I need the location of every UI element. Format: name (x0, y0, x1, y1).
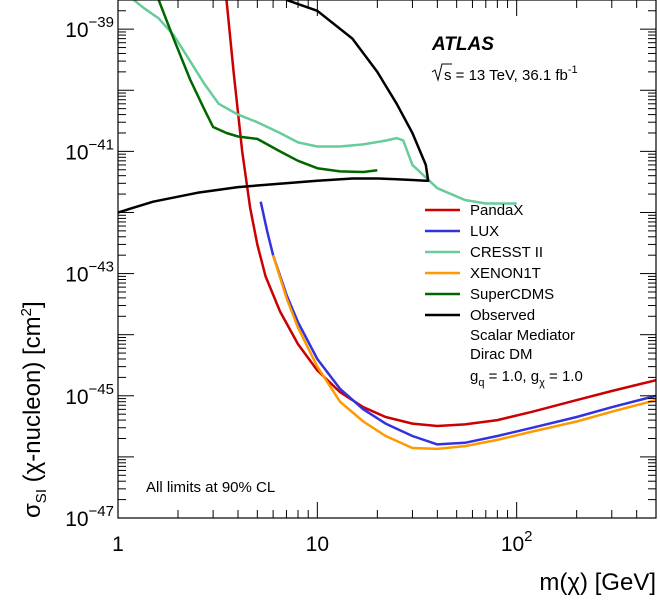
cl-note: All limits at 90% CL (146, 479, 275, 496)
series-line-cresst-ii (133, 0, 517, 205)
tick-layer (117, 0, 657, 519)
tick-labels: 1 10 102 10−47 10−45 10−43 10−41 10−39 (65, 14, 532, 556)
series-line-lux (259, 201, 656, 446)
plot-frame (117, 0, 657, 519)
x-tick-label: 1 (112, 533, 124, 556)
legend-label-lux: LUX (470, 223, 499, 240)
x-tick-label: 10 (306, 533, 329, 556)
series-layer (118, 0, 656, 451)
y-tick-label: 10−41 (65, 136, 114, 164)
legend-label-cresst-ii: CRESST II (470, 244, 543, 261)
model-line-2: Dirac DM (470, 346, 533, 363)
y-tick-label: 10−45 (65, 381, 114, 409)
legend-label-xenon1t: XENON1T (470, 265, 541, 282)
series-line-pandax (225, 0, 656, 428)
legend-label-observed: Observed (470, 307, 535, 324)
energy-text: s = 13 TeV, 36.1 fb (444, 67, 568, 84)
y-tick-label: 10−47 (65, 503, 114, 531)
energy-sup: -1 (568, 64, 578, 76)
svg-text:s = 13 TeV, 36.1 fb-1: s = 13 TeV, 36.1 fb-1 (444, 64, 578, 84)
couplings-label: gq = 1.0, gχ = 1.0 (470, 368, 583, 389)
series-line-observed (118, 0, 430, 214)
experiment-label: ATLAS (431, 34, 494, 55)
legend: PandaX LUX CRESST II XENON1T SuperCDMS Observ… (425, 202, 554, 324)
series-line-supercdms (157, 0, 378, 174)
y-tick-label: 10−43 (65, 259, 114, 287)
model-line-1: Scalar Mediator (470, 327, 575, 344)
x-tick-label: 102 (501, 528, 533, 556)
legend-label-pandax: PandaX (470, 202, 523, 219)
x-axis-title: m(χ) [GeV] (539, 569, 656, 596)
series-line-xenon1t (271, 254, 656, 451)
y-tick-label: 10−39 (65, 14, 114, 42)
y-axis-title: σSI (χ-nucleon) [cm2] (18, 301, 50, 518)
sqrt-icon (431, 63, 452, 82)
energy-label: s = 13 TeV, 36.1 fb-1 (431, 63, 578, 84)
legend-label-supercdms: SuperCDMS (470, 286, 554, 303)
